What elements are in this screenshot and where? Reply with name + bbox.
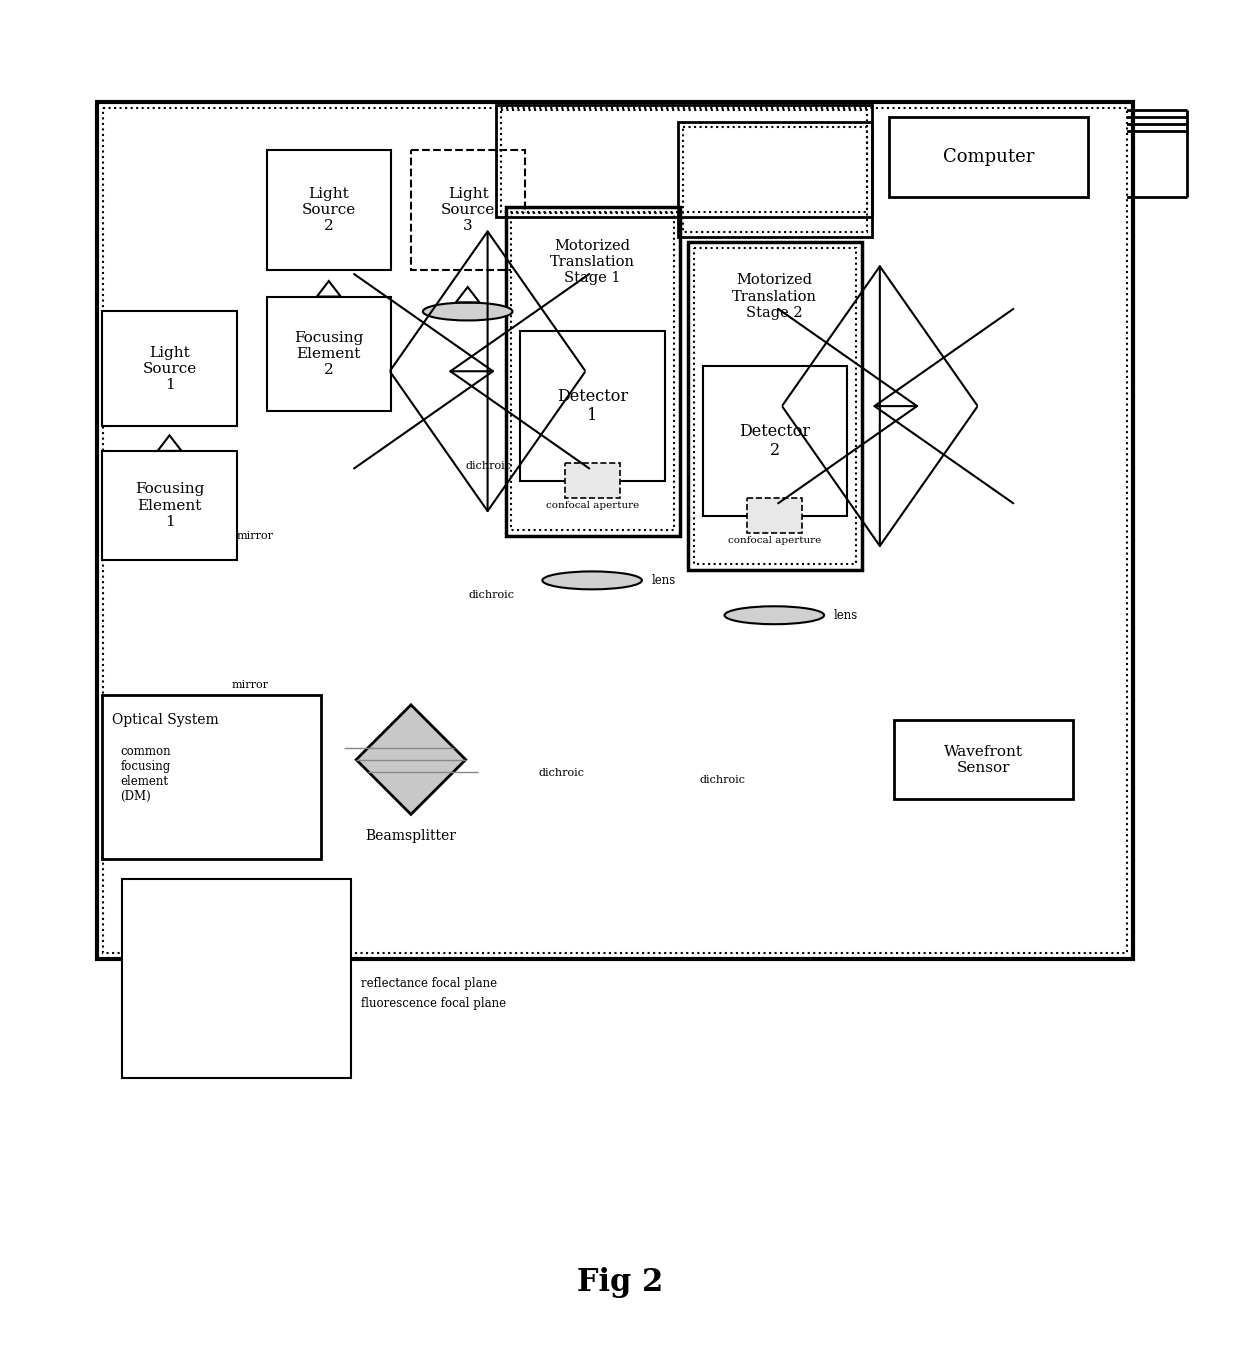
Text: Beamsplitter: Beamsplitter xyxy=(366,830,456,843)
FancyBboxPatch shape xyxy=(894,720,1073,799)
FancyBboxPatch shape xyxy=(267,151,391,269)
Text: dichroic: dichroic xyxy=(699,775,745,784)
FancyBboxPatch shape xyxy=(103,695,321,859)
Text: dichroic: dichroic xyxy=(466,461,512,471)
FancyBboxPatch shape xyxy=(748,498,802,533)
Text: lens: lens xyxy=(835,609,858,621)
Text: dichroic: dichroic xyxy=(538,768,584,777)
Text: dichroic: dichroic xyxy=(469,590,515,600)
Ellipse shape xyxy=(542,572,642,589)
FancyBboxPatch shape xyxy=(703,366,847,515)
Text: lens: lens xyxy=(652,574,676,586)
Text: Detector
2: Detector 2 xyxy=(739,422,811,459)
Text: Light
Source
3: Light Source 3 xyxy=(441,187,495,233)
Text: mirror: mirror xyxy=(237,530,274,541)
Text: Light
Source
1: Light Source 1 xyxy=(143,346,197,391)
FancyBboxPatch shape xyxy=(123,880,351,1079)
Text: mirror: mirror xyxy=(232,681,269,690)
Text: Optical System: Optical System xyxy=(113,713,219,726)
Polygon shape xyxy=(356,705,466,815)
FancyBboxPatch shape xyxy=(565,463,620,498)
Text: Focusing
Element
1: Focusing Element 1 xyxy=(135,483,205,529)
Ellipse shape xyxy=(423,303,512,320)
Text: confocal aperture: confocal aperture xyxy=(728,537,821,545)
Text: Motorized
Translation
Stage 1: Motorized Translation Stage 1 xyxy=(549,238,635,285)
Text: reflectance focal plane: reflectance focal plane xyxy=(361,978,497,990)
Text: Focusing
Element
2: Focusing Element 2 xyxy=(294,331,363,377)
Text: Motorized
Translation
Stage 2: Motorized Translation Stage 2 xyxy=(732,273,817,320)
FancyBboxPatch shape xyxy=(511,213,673,530)
Ellipse shape xyxy=(724,607,825,624)
FancyBboxPatch shape xyxy=(693,247,856,565)
Text: fluorescence focal plane: fluorescence focal plane xyxy=(361,997,506,1010)
FancyBboxPatch shape xyxy=(267,296,391,412)
Text: Fig 2: Fig 2 xyxy=(577,1267,663,1298)
FancyBboxPatch shape xyxy=(889,117,1087,196)
Text: Computer: Computer xyxy=(942,148,1034,167)
FancyBboxPatch shape xyxy=(103,451,237,561)
Text: common
focusing
element
(DM): common focusing element (DM) xyxy=(120,745,171,803)
Text: Light
Source
2: Light Source 2 xyxy=(301,187,356,233)
Text: Wavefront
Sensor: Wavefront Sensor xyxy=(944,745,1023,775)
FancyBboxPatch shape xyxy=(521,331,665,480)
Text: confocal aperture: confocal aperture xyxy=(546,502,639,510)
FancyBboxPatch shape xyxy=(103,312,237,426)
FancyBboxPatch shape xyxy=(103,109,1127,952)
Text: Detector
1: Detector 1 xyxy=(557,387,629,425)
FancyBboxPatch shape xyxy=(410,151,526,269)
